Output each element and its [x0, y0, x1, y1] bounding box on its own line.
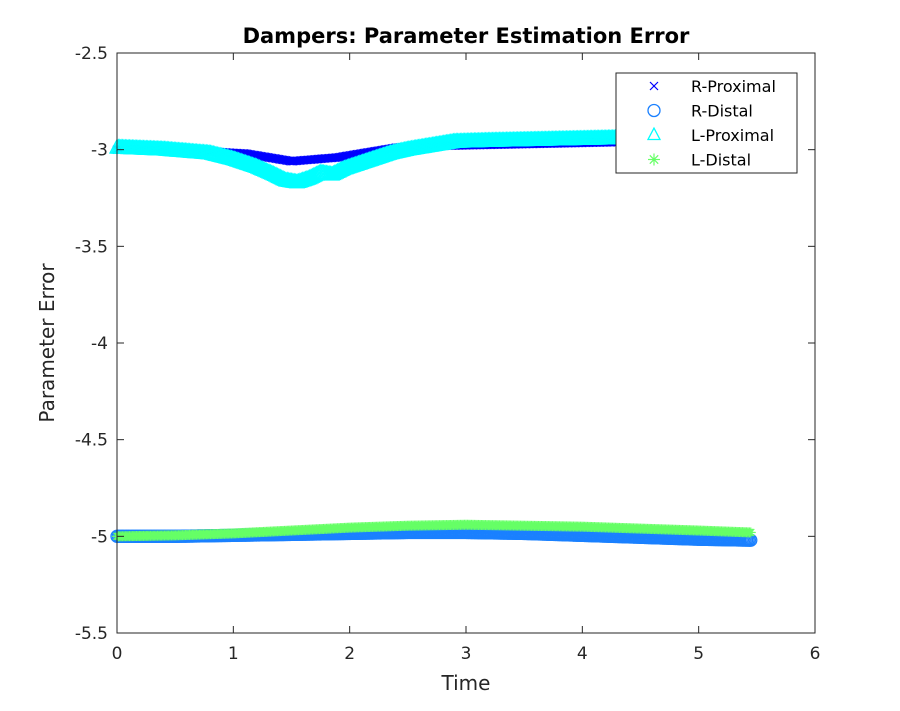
x-tick-label: 3 — [461, 644, 472, 664]
legend-label-r-distal: R-Distal — [691, 102, 753, 121]
plot-area — [108, 127, 758, 547]
legend-label-l-proximal: L-Proximal — [691, 126, 774, 145]
y-tick-label: -5 — [91, 527, 108, 547]
y-tick-label: -3 — [91, 141, 108, 161]
legend-marker-l-distal — [648, 153, 660, 166]
y-tick-label: -5.5 — [75, 624, 108, 644]
legend-entry-l-proximal: L-Proximal — [646, 126, 774, 145]
point-l-proximal-140 — [304, 167, 321, 183]
y-tick-label: -2.5 — [75, 44, 108, 64]
legend-label-l-distal: L-Distal — [691, 151, 751, 170]
x-tick-label: 6 — [810, 644, 821, 664]
y-tick-label: -4.5 — [75, 431, 108, 451]
legend-marker-l-proximal — [646, 126, 662, 141]
legend-box — [615, 72, 798, 174]
legend-entry-l-distal: L-Distal — [648, 151, 751, 170]
x-tick-label: 1 — [228, 644, 239, 664]
x-axis-label: Time — [441, 671, 491, 695]
legend: R-Proximal R-Distal L-Proximal L-Distal — [615, 72, 798, 174]
y-tick-label: -3.5 — [75, 237, 108, 257]
y-tick-label: -4 — [91, 334, 108, 354]
chart-title: Dampers: Parameter Estimation Error — [243, 24, 690, 48]
axes: 0 1 2 3 4 5 6 -2.5 -3 -3.5 -4 -4.5 -5 -5.5 — [75, 44, 821, 664]
x-tick-label: 0 — [112, 644, 123, 664]
legend-marker-r-proximal — [649, 81, 659, 91]
x-tick-label: 2 — [344, 644, 355, 664]
series-l-distal — [112, 519, 756, 542]
point-l-distal-454 — [745, 527, 756, 538]
legend-entry-r-proximal: R-Proximal — [649, 77, 776, 96]
y-axis-label: Parameter Error — [35, 263, 59, 423]
legend-entry-r-distal: R-Distal — [647, 102, 753, 121]
x-tick-label: 4 — [577, 644, 588, 664]
legend-marker-r-distal — [647, 103, 661, 118]
x-tick-label: 5 — [693, 644, 704, 664]
legend-label-r-proximal: R-Proximal — [691, 77, 776, 96]
